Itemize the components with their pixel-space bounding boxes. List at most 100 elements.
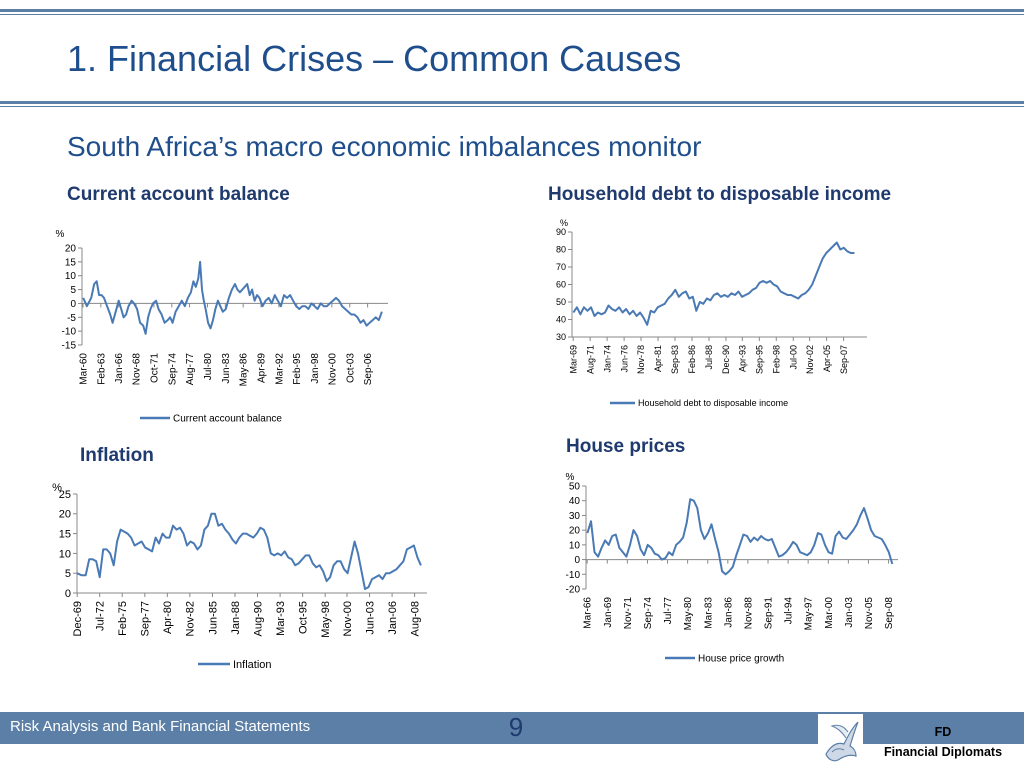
x-tick-label: Aug-77 — [185, 353, 196, 386]
x-tick-label: Sep-74 — [167, 353, 178, 386]
x-tick-label: Mar-00 — [824, 597, 835, 629]
x-tick-label: Jan-66 — [114, 353, 125, 384]
x-tick-label: Jul-80 — [203, 353, 214, 381]
x-tick-label: Jan-88 — [230, 601, 242, 635]
y-tick-label: 5 — [70, 285, 76, 296]
y-tick-label: 15 — [65, 257, 77, 268]
y-tick-label: -5 — [67, 313, 76, 324]
x-tick-label: Sep-95 — [754, 345, 764, 374]
house_prices-series-line — [586, 498, 894, 576]
y-tick-label: 10 — [569, 540, 581, 551]
y-tick-label: 50 — [556, 297, 566, 307]
x-tick-label: Mar-93 — [275, 601, 287, 636]
x-tick-label: Feb-95 — [292, 353, 303, 385]
x-tick-label: May-97 — [804, 597, 815, 631]
inflation-series-line — [76, 512, 422, 590]
x-tick-label: Nov-78 — [636, 345, 646, 374]
x-tick-label: Mar-66 — [583, 597, 594, 629]
x-tick-label: Aug-71 — [585, 345, 595, 374]
y-tick-label: 0 — [65, 588, 71, 600]
current_account-series-line — [82, 260, 383, 335]
y-tick-label: 0 — [70, 299, 76, 310]
y-tick-label: 60 — [556, 280, 566, 290]
title-rule-upper — [0, 101, 1024, 104]
x-tick-label: Apr-93 — [737, 345, 747, 372]
x-tick-label: Jul-72 — [95, 601, 107, 631]
y-tick-label: 70 — [556, 262, 566, 272]
y-tick-label: 20 — [65, 244, 77, 255]
x-tick-label: Nov-82 — [185, 601, 197, 636]
x-tick-label: Jun-76 — [619, 345, 629, 373]
top-rule-upper — [0, 9, 1024, 12]
y-tick-label: 10 — [65, 271, 77, 282]
y-tick-label: 30 — [556, 332, 566, 342]
y-tick-label: 15 — [59, 528, 71, 540]
current_account-legend-label: Current account balance — [173, 414, 282, 425]
y-tick-label: 20 — [569, 526, 581, 537]
x-tick-label: May-80 — [683, 597, 694, 631]
top-rule-lower — [0, 14, 1024, 15]
x-tick-label: Apr-89 — [257, 353, 268, 383]
household_debt-legend-label: Household debt to disposable income — [638, 398, 788, 408]
y-tick-label: 40 — [569, 496, 581, 507]
x-tick-label: Sep-91 — [764, 597, 775, 630]
x-tick-label: Dec-69 — [72, 601, 84, 636]
x-tick-label: Jan-98 — [310, 353, 321, 384]
x-tick-label: Jul-88 — [704, 345, 714, 370]
x-tick-label: Mar-92 — [274, 353, 285, 385]
x-tick-label: Nov-05 — [864, 597, 875, 630]
y-tick-label: -10 — [62, 327, 77, 338]
household-debt-panel-title: Household debt to disposable income — [548, 184, 892, 205]
inflation-unit-label: % — [52, 482, 62, 494]
x-tick-label: Sep-77 — [140, 601, 152, 636]
x-tick-label: Jun-83 — [221, 353, 232, 384]
x-tick-label: Apr-05 — [822, 345, 832, 372]
house_prices-legend-label: House price growth — [698, 654, 784, 665]
x-tick-label: Aug-08 — [409, 601, 421, 636]
y-tick-label: 20 — [59, 509, 71, 521]
house-prices-chart: -20 -10 0 10 20 30 40 50 Mar-66 Jan-69 Nov-71 Sep-7… — [566, 472, 898, 665]
x-tick-label: Nov-00 — [342, 601, 354, 636]
y-tick-label: -15 — [62, 341, 77, 352]
title-rule-lower — [0, 106, 1024, 107]
x-tick-label: May-98 — [320, 601, 332, 638]
x-tick-label: Jan-03 — [844, 597, 855, 628]
y-tick-label: 5 — [65, 568, 71, 580]
x-tick-label: Jun-85 — [207, 601, 219, 635]
x-tick-label: May-86 — [239, 353, 250, 387]
footer-course-title: Risk Analysis and Bank Financial Stateme… — [10, 718, 311, 735]
inflation-chart: 0 5 10 15 20 25 Dec-69 Jul-72 Feb-75 Sep-77 Apr-80… — [52, 482, 427, 671]
y-tick-label: -10 — [566, 570, 581, 581]
x-tick-label: Oct-71 — [149, 353, 160, 383]
logo — [818, 714, 863, 768]
y-tick-label: 90 — [556, 227, 566, 237]
x-tick-label: Feb-86 — [687, 345, 697, 374]
slide-subtitle: South Africa’s macro economic imbalances… — [67, 131, 702, 162]
x-tick-label: Jan-06 — [387, 601, 399, 635]
y-tick-label: 10 — [59, 548, 71, 560]
x-tick-label: Feb-98 — [771, 345, 781, 374]
dove-icon — [825, 721, 859, 762]
x-tick-label: Mar-69 — [568, 345, 578, 374]
x-tick-label: Jul-00 — [788, 345, 798, 370]
x-tick-label: Nov-71 — [623, 597, 634, 630]
y-tick-label: 0 — [574, 555, 580, 566]
x-tick-label: Nov-00 — [327, 353, 338, 386]
x-tick-label: Sep-07 — [839, 345, 849, 374]
x-tick-label: Jan-74 — [602, 345, 612, 373]
y-tick-label: -20 — [566, 585, 581, 596]
x-tick-label: Sep-08 — [884, 597, 895, 630]
x-tick-label: Aug-90 — [252, 601, 264, 636]
x-tick-label: Jul-77 — [663, 597, 674, 625]
x-tick-label: Dec-90 — [721, 345, 731, 374]
y-tick-label: 25 — [59, 489, 71, 501]
x-tick-label: Feb-63 — [96, 353, 107, 385]
brand-short: FD — [934, 725, 952, 739]
x-tick-label: Sep-06 — [363, 353, 374, 386]
x-tick-label: Feb-75 — [117, 601, 129, 636]
y-tick-label: 40 — [556, 315, 566, 325]
x-tick-label: Mar-83 — [703, 597, 714, 629]
household_debt-series-line — [572, 241, 855, 326]
x-tick-label: Nov-02 — [805, 345, 815, 374]
slide-title: 1. Financial Crises – Common Causes — [67, 38, 682, 79]
